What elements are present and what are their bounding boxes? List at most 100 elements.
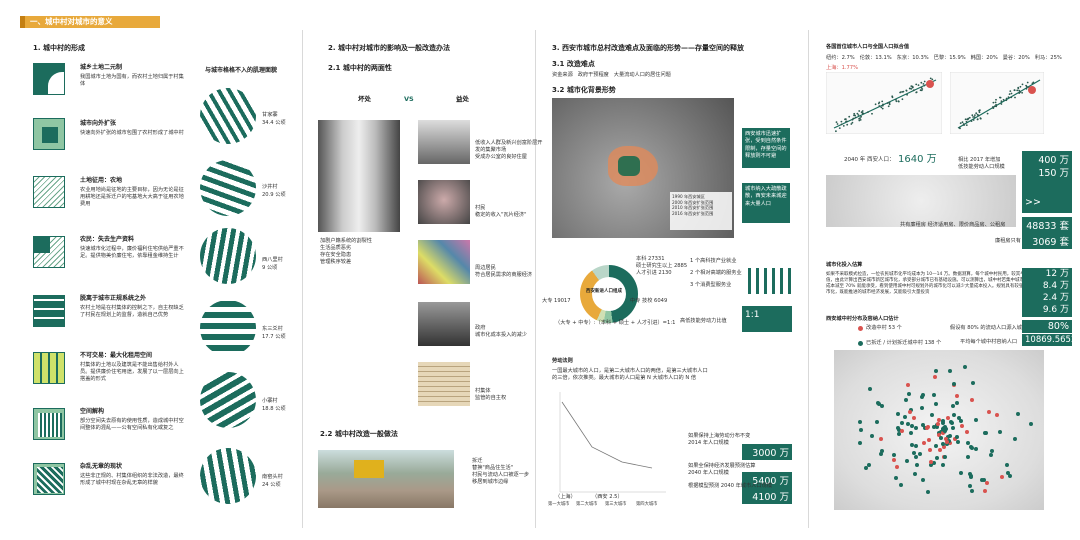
scatter-point: [920, 81, 923, 84]
scatter-point: [973, 116, 976, 118]
map-pin-green: [952, 413, 956, 417]
scatter-point: [881, 100, 884, 103]
scatter-point: [923, 84, 926, 87]
scatter-point: [851, 121, 854, 124]
scatter-point: [845, 120, 847, 123]
village-map: [200, 448, 256, 504]
map-pin-green: [858, 420, 862, 424]
map-pin-green: [948, 434, 952, 438]
map-pin-green: [1006, 471, 1010, 475]
map-pin-green: [921, 423, 925, 427]
col4-title: 各国首位城市人口与全国人口拟合值: [826, 44, 910, 50]
scatter-point: [977, 114, 980, 117]
bad-text: 加剧户籍系统的割裂性 生活品质恶劣 存在安全隐患 管理秩序较差: [320, 238, 372, 266]
scatter-point: [861, 112, 864, 115]
scatter-point: [963, 124, 965, 126]
scatter-point: [901, 98, 904, 101]
map-pin-green: [920, 395, 924, 399]
map-pin-green: [880, 404, 884, 408]
divider-3: [808, 30, 809, 528]
village-name: 甘家寨: [262, 112, 278, 118]
rank-line-chart: [559, 392, 666, 493]
scatter-point: [1010, 92, 1013, 95]
map-pin-green-icon: [858, 341, 863, 346]
scatter-point: [976, 118, 979, 121]
scatter-point: [877, 102, 880, 105]
map-pin-green: [934, 402, 938, 406]
scatter-point: [972, 116, 974, 118]
map-pin-green: [944, 427, 948, 431]
scatter-point: [1000, 100, 1003, 103]
village-name: 南窑头村: [262, 474, 283, 480]
scatter-point: [853, 112, 856, 115]
village-map: [200, 372, 256, 428]
map-pin-green: [912, 451, 916, 455]
map-pin-green: [943, 455, 947, 459]
icons-text: 1 个高科技产业就业: [690, 258, 737, 264]
scatter-point: [911, 86, 914, 89]
xian-expansion-map: 1990 年西安城区 2000 年西安扩张范围 2010 年西安扩张范围 201…: [552, 98, 734, 238]
map-pin-red: [929, 460, 933, 464]
map-pin-red: [908, 410, 912, 414]
village-name: 小寨村: [262, 398, 278, 404]
donut-hole: [592, 277, 626, 311]
legend-item: 2010 年西安扩张范围: [672, 205, 714, 211]
map-pin-green: [951, 404, 955, 408]
line-x-label: 第一大城市: [548, 502, 570, 507]
more-button[interactable]: >>: [1022, 177, 1072, 213]
icon-farmer-loss: [33, 236, 65, 268]
icon-non-tradable: [33, 352, 65, 384]
line-sh: （上海）: [555, 494, 576, 500]
map-pin-red: [936, 422, 940, 426]
scatter-point: [967, 117, 970, 120]
village-name: 东三爻村: [262, 326, 283, 332]
good-label: 益处: [456, 95, 469, 103]
difficulties: 资金来源 政府干预程度 大量流动人口的居住问题: [552, 72, 671, 78]
scatter-point: [852, 117, 855, 120]
legend-item: 2000 年西安扩张范围: [672, 199, 714, 205]
map-pin-green: [982, 478, 986, 482]
scatter-point: [965, 124, 968, 126]
bad-label: 坏处: [358, 95, 371, 103]
scatter-point: [1014, 96, 1016, 99]
map-pin-green: [955, 435, 959, 439]
scatter-point: [995, 98, 997, 101]
map-pin-green: [934, 369, 938, 373]
item-title: 农民：失去生产资料: [80, 236, 135, 243]
map-pin-red: [937, 433, 941, 437]
village-distribution-map: [834, 350, 1044, 510]
scatter-point: [974, 114, 976, 116]
good-text: 村集体 监管的自主权: [475, 388, 507, 402]
map-pin-green: [1016, 412, 1020, 416]
calc-values: 12 万 8.4 万 2.4 万 9.6 万: [1022, 268, 1072, 317]
scatter-point: [923, 80, 926, 83]
units-value: 48833 套: [1022, 217, 1072, 233]
map-pin-red: [933, 375, 937, 379]
scatter-points: [835, 77, 934, 133]
map-pin-green: [870, 434, 874, 438]
header-banner: [20, 16, 160, 28]
highlight-point: [1028, 86, 1036, 94]
map-pin-red: [895, 465, 899, 469]
scatter-point: [881, 104, 884, 107]
item-title: 空间解构: [80, 408, 105, 415]
document-photo: [418, 362, 470, 406]
map-pin-red: [942, 445, 946, 449]
pop-label: 2040 年 西安人口：: [844, 157, 895, 163]
icon-dual-system: [33, 63, 65, 95]
item-desc: 村集体的土地以及建筑是不能出售给村外人员。提供廉价住宅用途，发展了以一层层向上搭…: [80, 362, 184, 383]
map-pin-green: [959, 419, 963, 423]
header-accent: [20, 16, 25, 28]
item-title: 土地征用：农地: [80, 177, 123, 184]
item-desc: 我国城市土地为国有，而农村土地归属于村集体: [80, 74, 184, 88]
scatter-point: [1007, 96, 1010, 98]
scatter-point: [897, 100, 900, 102]
map-pin-red: [1000, 475, 1004, 479]
map-pin-red: [927, 438, 931, 442]
map-pin-green: [900, 421, 904, 425]
map-pin-green: [955, 401, 959, 405]
scatter-point: [874, 103, 877, 106]
scatter-point: [854, 114, 856, 117]
scatter-point: [1017, 87, 1020, 90]
